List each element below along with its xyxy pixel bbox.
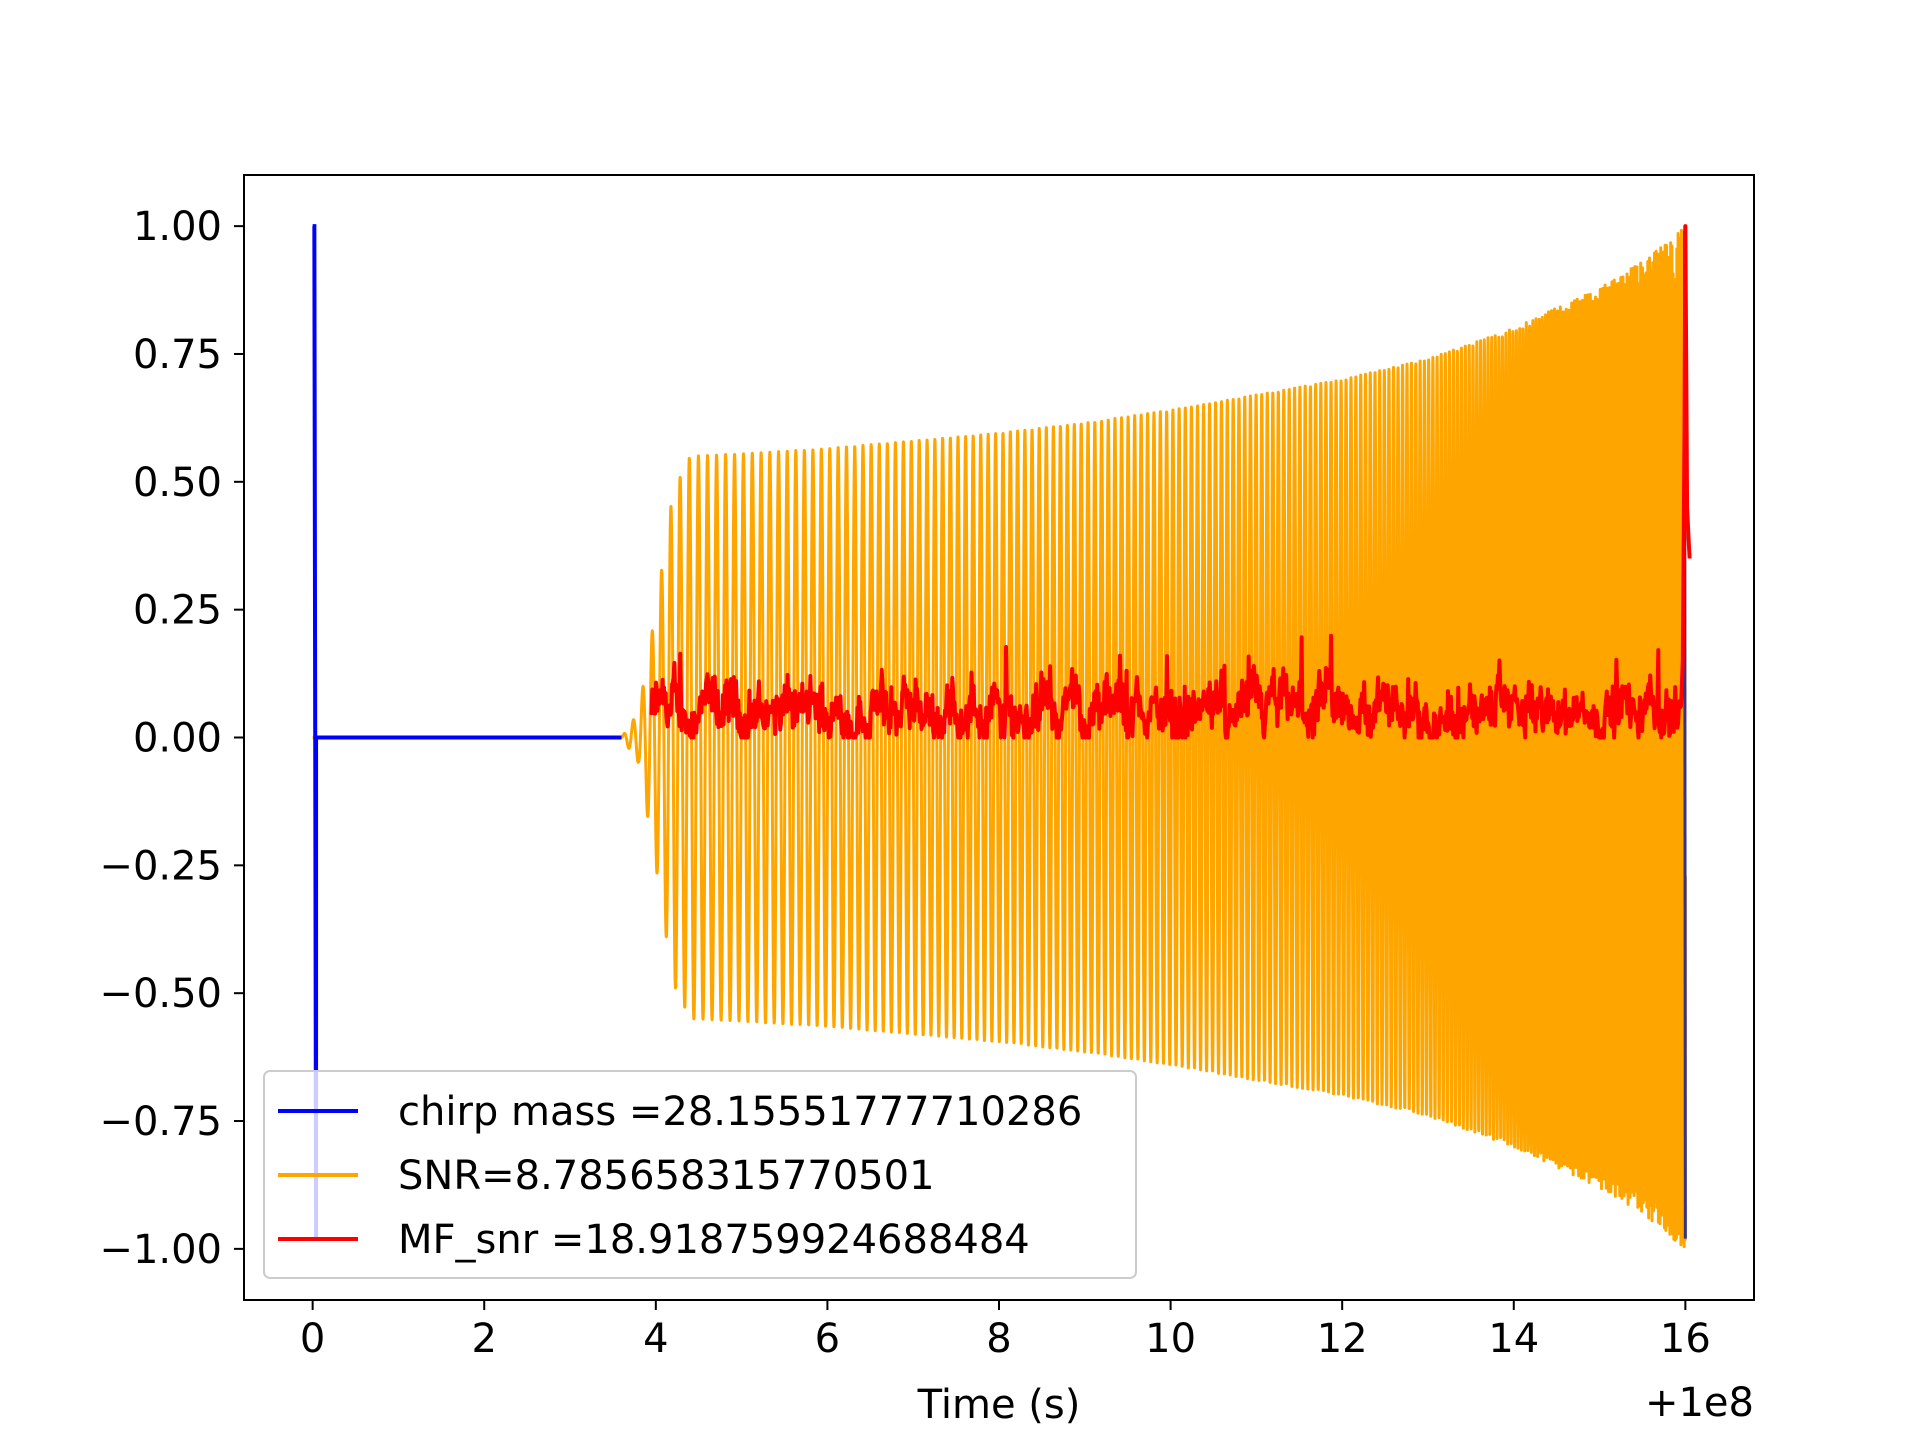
legend-entry-label: chirp mass =28.15551777710286	[398, 1089, 1082, 1135]
x-tick-label: 4	[643, 1316, 668, 1362]
x-axis-label: Time (s)	[917, 1382, 1081, 1428]
x-tick-label: 0	[300, 1316, 325, 1362]
y-tick-label: 1.00	[133, 204, 222, 250]
x-tick-label: 6	[815, 1316, 840, 1362]
y-tick-label: 0.00	[133, 716, 222, 762]
series-snr-line	[312, 225, 1687, 1249]
x-tick-label: 8	[986, 1316, 1011, 1362]
x-tick-label: 16	[1660, 1316, 1711, 1362]
x-tick-label: 2	[472, 1316, 497, 1362]
legend-entry-label: SNR=8.785658315770501	[398, 1153, 935, 1199]
y-tick-label: −1.00	[99, 1227, 222, 1273]
x-tick-label: 14	[1488, 1316, 1539, 1362]
x-tick-label: 10	[1145, 1316, 1196, 1362]
legend-entry-label: MF_snr =18.918759924688484	[398, 1217, 1030, 1263]
x-tick-label: 12	[1317, 1316, 1368, 1362]
y-tick-label: −0.75	[99, 1099, 222, 1145]
legend-box	[263, 1070, 1137, 1279]
series-mf-snr-line	[649, 224, 1692, 740]
y-tick-label: 0.75	[133, 332, 222, 378]
x-offset-label: +1e8	[1645, 1380, 1754, 1426]
y-tick-label: 0.50	[133, 460, 222, 506]
y-tick-label: −0.25	[99, 843, 222, 889]
y-tick-label: −0.50	[99, 971, 222, 1017]
y-tick-label: 0.25	[133, 588, 222, 634]
